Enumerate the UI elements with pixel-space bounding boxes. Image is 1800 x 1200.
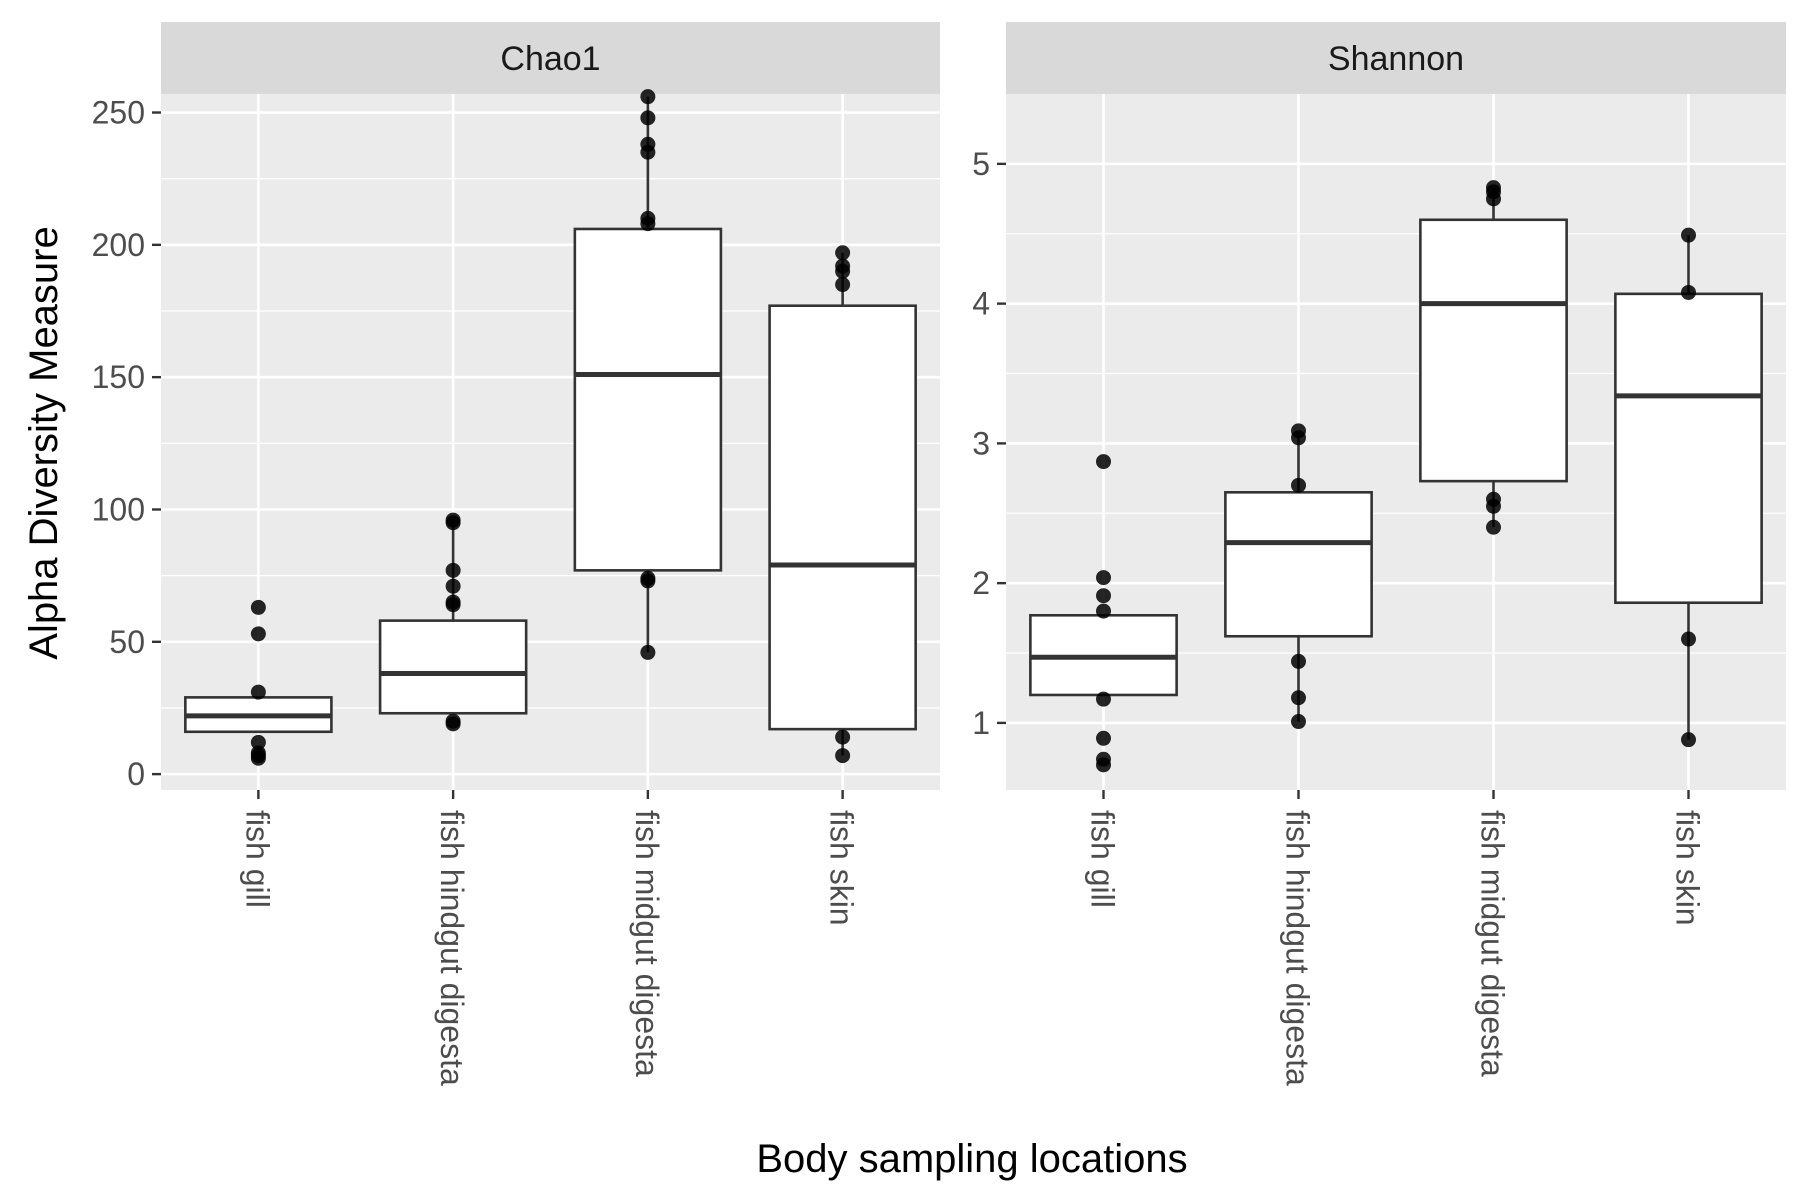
y-tick-label: 2: [972, 565, 990, 601]
box-fish-skin: [768, 245, 917, 764]
data-point: [1486, 491, 1501, 507]
data-point: [1096, 588, 1111, 604]
strip-background: [161, 22, 940, 94]
data-point: [835, 748, 851, 764]
strip-background: [1006, 22, 1786, 94]
y-axis-title: Alpha Diversity Measure: [22, 226, 66, 660]
y-tick-label: 3: [972, 425, 990, 461]
strip-label: Shannon: [1328, 40, 1464, 78]
x-tick-label: fish midgut digesta: [1475, 810, 1511, 1077]
data-point: [1291, 477, 1306, 493]
box-fish-hindgut-digesta: [1224, 423, 1373, 730]
data-point: [445, 594, 461, 610]
x-tick-label: fish gill: [239, 810, 275, 908]
data-point: [1681, 227, 1696, 243]
data-point: [1681, 732, 1696, 748]
box-fish-midgut-digesta: [573, 89, 723, 660]
data-point: [1681, 631, 1696, 647]
data-point: [835, 245, 851, 261]
data-point: [1291, 690, 1306, 706]
data-point: [445, 562, 461, 578]
data-point: [1096, 570, 1111, 586]
data-point: [445, 578, 461, 594]
box-fish-gill: [1029, 454, 1178, 773]
box-body: [768, 304, 917, 731]
box-fish-gill: [184, 599, 333, 766]
y-tick-label: 250: [92, 95, 145, 131]
data-point: [1486, 519, 1501, 535]
box-body: [1419, 218, 1568, 483]
data-point: [1681, 284, 1696, 300]
y-tick-label: 0: [127, 756, 145, 792]
y-tick-label: 1: [972, 705, 990, 741]
data-point: [640, 210, 656, 226]
data-point: [1291, 653, 1306, 669]
x-tick-label: fish skin: [1670, 810, 1706, 926]
data-point: [250, 626, 266, 642]
data-point: [1096, 751, 1111, 767]
data-point: [640, 89, 656, 105]
data-point: [1096, 454, 1111, 470]
x-tick-label: fish hindgut digesta: [1280, 810, 1316, 1086]
x-tick-label: fish hindgut digesta: [434, 810, 470, 1086]
data-point: [640, 136, 656, 152]
x-axis-title: Body sampling locations: [756, 1137, 1187, 1181]
box-body: [1224, 491, 1373, 638]
x-tick-label: fish skin: [824, 810, 860, 926]
data-point: [1096, 730, 1111, 746]
data-point: [250, 684, 266, 700]
y-tick-label: 100: [92, 491, 145, 527]
box-body: [378, 619, 528, 715]
data-point: [1291, 423, 1306, 439]
box-fish-midgut-digesta: [1419, 180, 1568, 535]
data-point: [1096, 691, 1111, 707]
facet-panels: Chao1 0 50 100 150 200 250 fish gill fish hindgu…: [92, 22, 1786, 1086]
data-point: [445, 512, 461, 528]
data-point: [640, 644, 656, 660]
box-body: [573, 227, 723, 572]
data-point: [445, 713, 461, 729]
box-fish-hindgut-digesta: [378, 512, 528, 732]
y-tick-label: 50: [109, 624, 145, 660]
data-point: [835, 258, 851, 274]
facet-chao1: Chao1 0 50 100 150 200 250 fish gill fish hindgu…: [92, 22, 940, 1086]
data-point: [1291, 714, 1306, 730]
data-point: [250, 599, 266, 615]
x-tick-label: fish gill: [1085, 810, 1121, 908]
box-fish-skin: [1614, 227, 1763, 748]
y-tick-label: 5: [972, 146, 990, 182]
y-tick-label: 150: [92, 359, 145, 395]
data-point: [250, 734, 266, 750]
data-point: [1486, 180, 1501, 196]
data-point: [1096, 603, 1111, 619]
data-point: [640, 110, 656, 126]
facet-shannon: Shannon 1 2 3 4 5 fish gill fish hindgut digest…: [972, 22, 1786, 1086]
data-point: [835, 277, 851, 293]
strip-label: Chao1: [500, 40, 600, 78]
x-tick-label: fish midgut digesta: [629, 810, 665, 1077]
data-point: [640, 570, 656, 586]
data-point: [835, 729, 851, 745]
data-point: [250, 745, 266, 761]
y-tick-label: 4: [972, 286, 990, 322]
y-tick-label: 200: [92, 227, 145, 263]
box-body: [1614, 292, 1763, 605]
